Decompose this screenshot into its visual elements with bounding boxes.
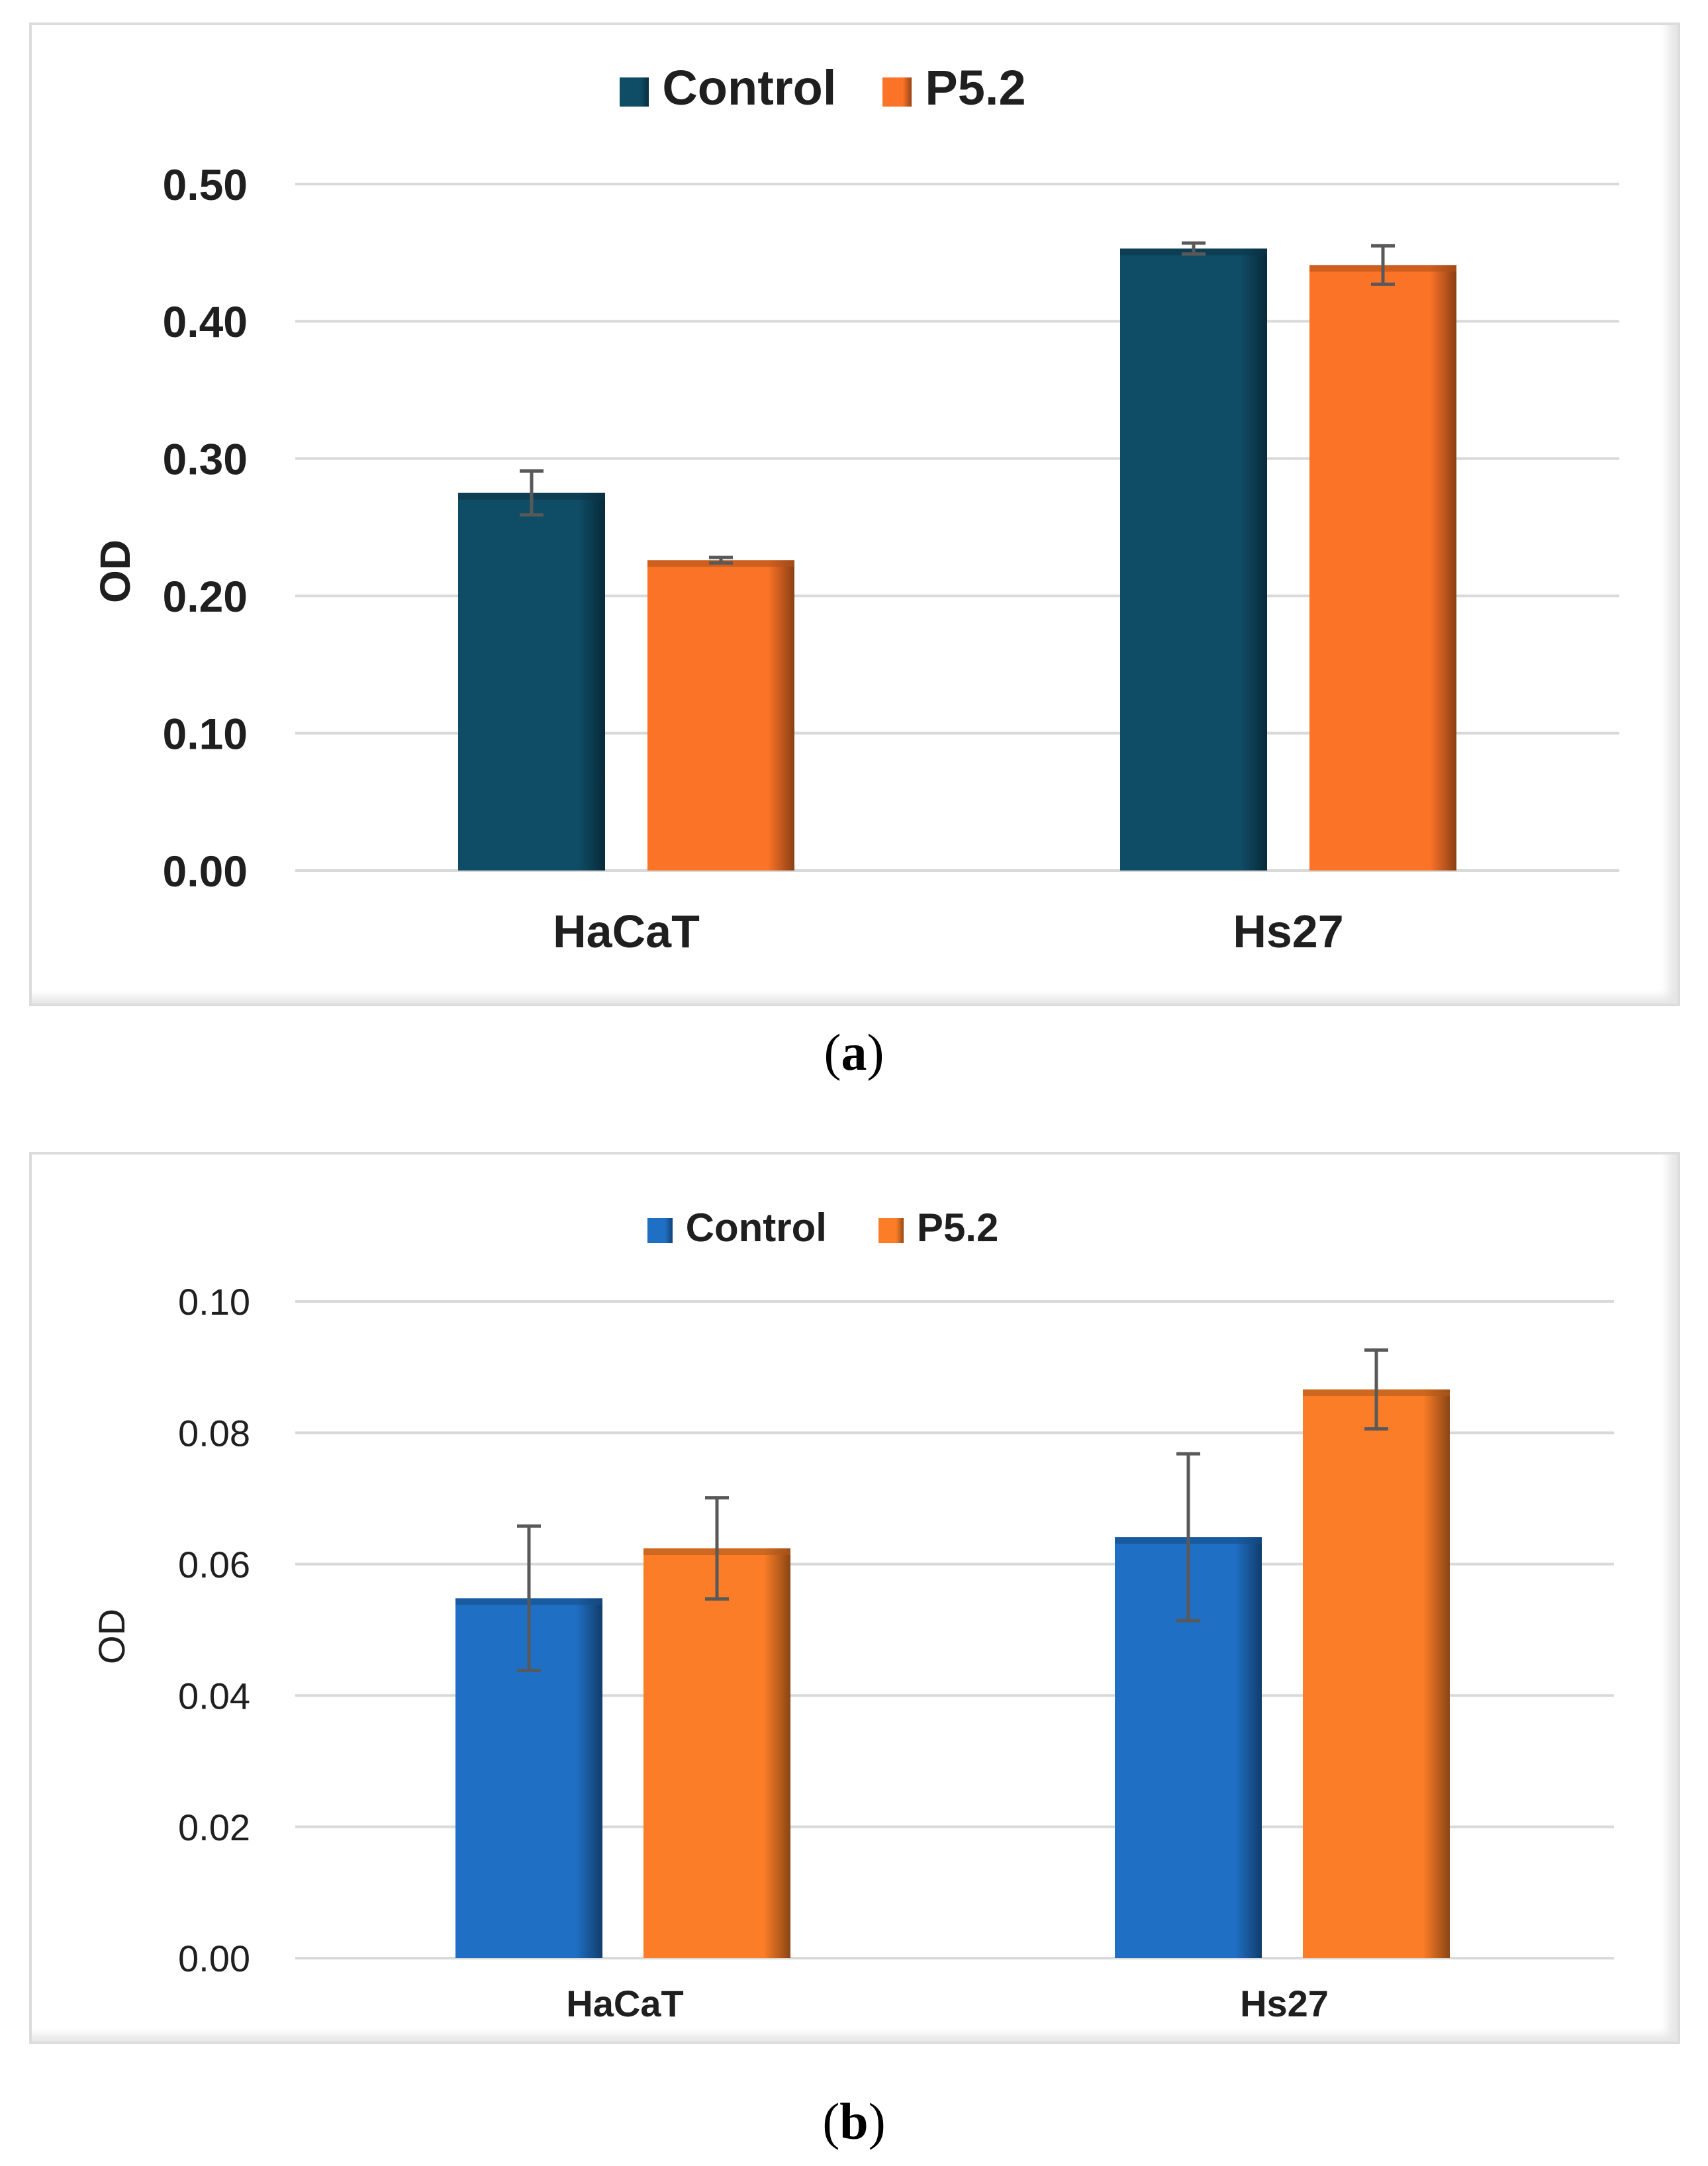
y-tick-label: 0.10 bbox=[163, 709, 248, 758]
y-tick-label: 0.08 bbox=[178, 1413, 250, 1454]
legend-label-p52: P5.2 bbox=[925, 60, 1026, 115]
legend-label-control: Control bbox=[685, 1205, 827, 1250]
y-tick-label: 0.06 bbox=[178, 1544, 250, 1585]
legend-item-control: Control bbox=[620, 60, 836, 116]
chart-a-legend: Control P5.2 bbox=[0, 60, 1646, 116]
panel-caption-b: (b) bbox=[822, 2093, 886, 2150]
y-axis-label: OD bbox=[91, 540, 139, 603]
bar bbox=[643, 1548, 790, 1958]
legend-swatch-p52 bbox=[882, 77, 912, 107]
y-tick-label: 0.00 bbox=[178, 1938, 250, 1979]
bar bbox=[647, 560, 794, 871]
chart-b-legend: Control P5.2 bbox=[0, 1205, 1646, 1250]
chart-panel-a: 0.00 0.10 0.20 0.30 0.40 0.50 OD HaCaT Hs27 bbox=[29, 23, 1680, 1006]
x-category-label: HaCaT bbox=[553, 906, 700, 957]
chart-b-svg: 0.00 0.02 0.04 0.06 0.08 0.10 OD HaCaT Hs27 bbox=[91, 1281, 1614, 2024]
chart-panel-b: 0.00 0.02 0.04 0.06 0.08 0.10 OD HaCaT Hs27 bbox=[29, 1152, 1680, 2044]
y-tick-label: 0.04 bbox=[178, 1675, 250, 1717]
y-tick-label: 0.50 bbox=[163, 160, 248, 209]
panel-caption-a: (a) bbox=[824, 1023, 884, 1081]
bar bbox=[1309, 265, 1456, 871]
legend-item-control: Control bbox=[647, 1205, 827, 1250]
bar bbox=[458, 493, 605, 871]
legend-swatch-control bbox=[647, 1217, 673, 1243]
y-tick-label: 0.30 bbox=[163, 435, 248, 484]
legend-label-p52: P5.2 bbox=[916, 1205, 999, 1250]
y-tick-label: 0.10 bbox=[178, 1281, 250, 1323]
y-tick-label: 0.02 bbox=[178, 1807, 250, 1848]
legend-item-p52: P5.2 bbox=[882, 60, 1026, 116]
legend-item-p52: P5.2 bbox=[878, 1205, 998, 1250]
x-category-label: HaCaT bbox=[566, 1983, 683, 2024]
bar bbox=[1303, 1389, 1450, 1958]
x-category-label: Hs27 bbox=[1240, 1983, 1329, 2024]
legend-label-control: Control bbox=[662, 60, 837, 115]
y-tick-label: 0.40 bbox=[163, 297, 248, 346]
legend-swatch-control bbox=[620, 77, 649, 107]
y-tick-label: 0.20 bbox=[163, 572, 248, 621]
bar bbox=[1120, 248, 1267, 871]
y-axis-label: OD bbox=[91, 1609, 132, 1664]
x-category-label: Hs27 bbox=[1233, 906, 1343, 957]
y-tick-label: 0.00 bbox=[163, 847, 248, 896]
legend-swatch-p52 bbox=[878, 1217, 904, 1243]
chart-a-svg: 0.00 0.10 0.20 0.30 0.40 0.50 OD HaCaT Hs27 bbox=[91, 160, 1619, 957]
